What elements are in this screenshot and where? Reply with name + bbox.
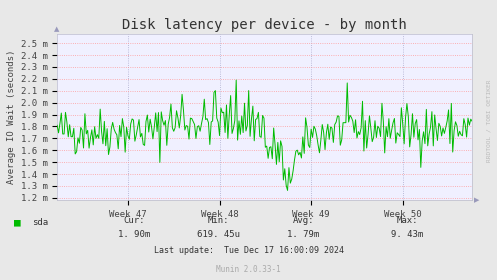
- Text: 619. 45u: 619. 45u: [197, 230, 240, 239]
- Text: Last update:  Tue Dec 17 16:00:09 2024: Last update: Tue Dec 17 16:00:09 2024: [154, 246, 343, 255]
- Text: Max:: Max:: [397, 216, 418, 225]
- Text: 1. 90m: 1. 90m: [118, 230, 150, 239]
- Text: Cur:: Cur:: [123, 216, 145, 225]
- Text: Min:: Min:: [208, 216, 230, 225]
- Text: Munin 2.0.33-1: Munin 2.0.33-1: [216, 265, 281, 274]
- Y-axis label: Average IO Wait (seconds): Average IO Wait (seconds): [7, 50, 16, 184]
- Text: ▶: ▶: [474, 197, 479, 203]
- Text: 1. 79m: 1. 79m: [287, 230, 319, 239]
- Text: RRDTOOL / TOBI OETIKER: RRDTOOL / TOBI OETIKER: [487, 79, 492, 162]
- Title: Disk latency per device - by month: Disk latency per device - by month: [122, 18, 407, 32]
- Text: Avg:: Avg:: [292, 216, 314, 225]
- Text: sda: sda: [32, 218, 48, 227]
- Text: ■: ■: [14, 218, 21, 228]
- Text: ▲: ▲: [55, 26, 60, 32]
- Text: 9. 43m: 9. 43m: [392, 230, 423, 239]
